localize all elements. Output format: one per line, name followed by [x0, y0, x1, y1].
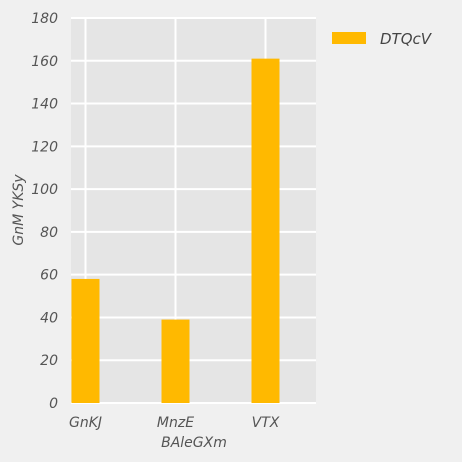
y-tick-label: 80	[40, 225, 58, 241]
bar	[251, 58, 280, 404]
legend-label: DTQcV	[380, 30, 433, 48]
x-tick-label: GnKJ	[69, 415, 102, 431]
y-tick-label: 120	[31, 139, 58, 155]
x-tick-labels: GnKJ MnzE VTX	[69, 415, 280, 431]
y-tick-label: 40	[40, 310, 58, 326]
y-tick-label: 160	[31, 54, 58, 70]
legend: DTQcV	[332, 30, 433, 48]
y-axis-label: GnM YKSy	[11, 174, 27, 246]
bar	[71, 278, 100, 403]
x-axis-label: BAleGXm	[161, 435, 227, 451]
y-tick-label: 0	[49, 396, 58, 412]
y-tick-label: 20	[40, 353, 58, 369]
x-tick-label: MnzE	[157, 415, 194, 431]
y-tick-label: 180	[31, 11, 58, 27]
legend-swatch	[332, 32, 366, 44]
bar	[161, 319, 190, 403]
x-tick-label: VTX	[252, 415, 280, 431]
bars	[71, 58, 280, 404]
y-tick-labels: 0 20 40 60 80 100 120 140 160 180	[31, 11, 58, 412]
y-tick-label: 60	[40, 268, 58, 284]
y-tick-label: 140	[31, 97, 58, 113]
y-tick-label: 100	[31, 182, 58, 198]
